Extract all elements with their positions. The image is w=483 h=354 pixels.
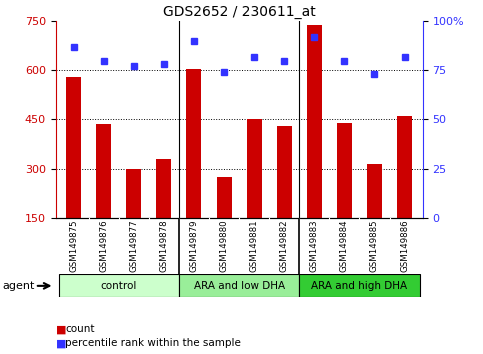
Text: GSM149879: GSM149879 (189, 219, 199, 272)
Text: GSM149875: GSM149875 (69, 219, 78, 272)
Bar (66, 77, 81, 218)
Text: ■: ■ (56, 324, 66, 334)
Text: ARA and high DHA: ARA and high DHA (312, 281, 408, 291)
Bar (58, 274, 179, 297)
Bar (96, 124, 111, 218)
Text: percentile rank within the sample: percentile rank within the sample (65, 338, 241, 348)
Bar (126, 169, 142, 218)
Text: GSM149876: GSM149876 (99, 219, 108, 272)
Text: GSM149883: GSM149883 (310, 219, 319, 272)
Bar (216, 177, 231, 218)
Text: ARA and low DHA: ARA and low DHA (194, 281, 284, 291)
Bar (337, 123, 352, 218)
Bar (307, 24, 322, 218)
Text: ■: ■ (56, 338, 66, 348)
Text: GSM149881: GSM149881 (250, 219, 258, 272)
Text: control: control (100, 281, 137, 291)
Bar (186, 69, 201, 218)
Text: GSM149882: GSM149882 (280, 219, 289, 272)
Text: GSM149880: GSM149880 (220, 219, 228, 272)
Bar (247, 119, 262, 218)
Bar (397, 116, 412, 218)
Bar (299, 274, 420, 297)
Bar (179, 274, 299, 297)
Bar (367, 164, 382, 218)
Text: count: count (65, 324, 95, 334)
Bar (277, 126, 292, 218)
Text: GSM149878: GSM149878 (159, 219, 169, 272)
Bar (156, 159, 171, 218)
Text: GSM149877: GSM149877 (129, 219, 138, 272)
Title: GDS2652 / 230611_at: GDS2652 / 230611_at (163, 5, 315, 19)
Text: agent: agent (2, 281, 35, 291)
Text: GSM149884: GSM149884 (340, 219, 349, 272)
Text: GSM149885: GSM149885 (370, 219, 379, 272)
Text: GSM149886: GSM149886 (400, 219, 409, 272)
